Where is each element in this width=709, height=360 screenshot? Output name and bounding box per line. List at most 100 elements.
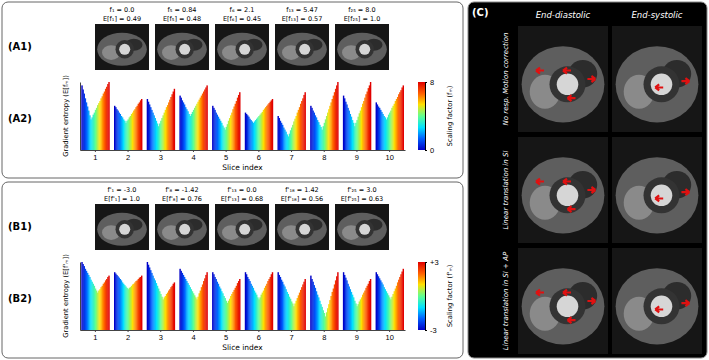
blood-pool (179, 44, 190, 55)
y-axis-line (80, 83, 81, 151)
x-tick: 4 (191, 330, 195, 342)
x-tick: 10 (385, 150, 393, 162)
arrow (587, 76, 595, 82)
x-tick-mark (258, 150, 259, 152)
arrow (536, 290, 544, 296)
arrow (681, 189, 689, 195)
arrow (681, 300, 689, 306)
image-caption: f₁ = 0.0 (110, 6, 135, 14)
x-tick-label: 2 (126, 153, 130, 162)
myocardium (296, 40, 314, 58)
x-tick: 1 (93, 150, 97, 162)
x-tick-label: 5 (224, 153, 228, 162)
y-axis-title: Gradient entropy (E[fₘ]) (62, 75, 70, 157)
x-tick-label: 6 (257, 333, 261, 342)
blood-pool (557, 74, 579, 96)
x-tick: 8 (322, 150, 326, 162)
x-tick-label: 7 (289, 153, 293, 162)
thorax (337, 213, 387, 246)
x-tick: 8 (322, 330, 326, 342)
x-tick-mark (356, 150, 357, 152)
x-tick: 6 (257, 330, 261, 342)
panel-frame (2, 182, 463, 358)
panel-label: (A1) (8, 41, 32, 52)
image-caption: E[f'₈] = 0.76 (162, 195, 202, 203)
cine-image (518, 26, 608, 132)
arrow (568, 206, 576, 212)
cine-image (518, 137, 608, 243)
x-tick-mark (291, 150, 292, 152)
bars (81, 82, 404, 150)
myocardium (176, 220, 194, 238)
myocardium (644, 288, 680, 324)
panel-frame (468, 2, 707, 358)
x-tick-mark (389, 150, 390, 152)
bar (141, 276, 142, 330)
x-tick: 3 (159, 330, 163, 342)
image-background (215, 204, 269, 250)
cine-image (612, 248, 702, 354)
bar (403, 269, 404, 330)
x-tick-label: 4 (191, 333, 195, 342)
thorax (217, 213, 267, 246)
x-tick: 2 (126, 330, 130, 342)
colorbar (418, 82, 425, 150)
bar (337, 82, 338, 150)
x-tick-mark (291, 330, 292, 332)
thorax (277, 213, 327, 246)
blood-pool (359, 224, 370, 235)
panel-label: (B2) (8, 293, 32, 304)
x-axis: 12345678910 (81, 330, 406, 342)
x-tick-label: 9 (355, 333, 359, 342)
image-background (95, 24, 149, 70)
bar (239, 279, 240, 330)
colorbar-tick-mark (425, 330, 427, 331)
bars (81, 262, 404, 330)
x-tick: 10 (385, 330, 393, 342)
x-tick-label: 10 (385, 333, 393, 342)
blood-pool (557, 185, 579, 207)
colorbar-tick-mark (425, 150, 427, 151)
myocardium (356, 40, 374, 58)
bar (206, 85, 207, 150)
y-axis (80, 83, 81, 151)
bar (370, 82, 371, 150)
blood-pool (299, 44, 310, 55)
bar (403, 85, 404, 150)
x-tick: 5 (224, 150, 228, 162)
x-tick-label: 4 (191, 153, 195, 162)
x-tick-mark (193, 330, 194, 332)
image-caption: E[f'₂₅] = 0.63 (341, 195, 384, 203)
blood-pool (179, 224, 190, 235)
arrow (655, 195, 663, 201)
image-caption: E[f₂₅] = 1.0 (344, 15, 381, 23)
thorax (522, 157, 605, 233)
x-tick-label: 2 (126, 333, 130, 342)
image-background (612, 137, 702, 243)
myocardium (644, 177, 680, 213)
thorax (97, 213, 147, 246)
x-tick-mark (324, 330, 325, 332)
image-background (518, 248, 608, 354)
x-tick: 1 (93, 330, 97, 342)
x-tick: 5 (224, 330, 228, 342)
x-tick: 9 (355, 330, 359, 342)
image-caption: f'₂₅ = 3.0 (347, 186, 376, 194)
slice-image (95, 204, 149, 250)
bar (370, 279, 371, 330)
arrow (568, 95, 576, 101)
colorbar-tick-label: -3 (430, 326, 437, 335)
bar (304, 279, 305, 330)
arrow (681, 78, 689, 84)
bar (174, 282, 175, 330)
x-axis-line (81, 150, 406, 151)
arrow (536, 179, 544, 185)
slice-image (155, 24, 209, 70)
column-header: End-systolic (631, 10, 682, 20)
x-tick-label: 3 (159, 153, 163, 162)
bar (206, 272, 207, 330)
x-tick-label: 8 (322, 153, 326, 162)
arrow (655, 84, 663, 90)
thorax (616, 46, 699, 122)
column-header: End-diastolic (536, 10, 591, 20)
